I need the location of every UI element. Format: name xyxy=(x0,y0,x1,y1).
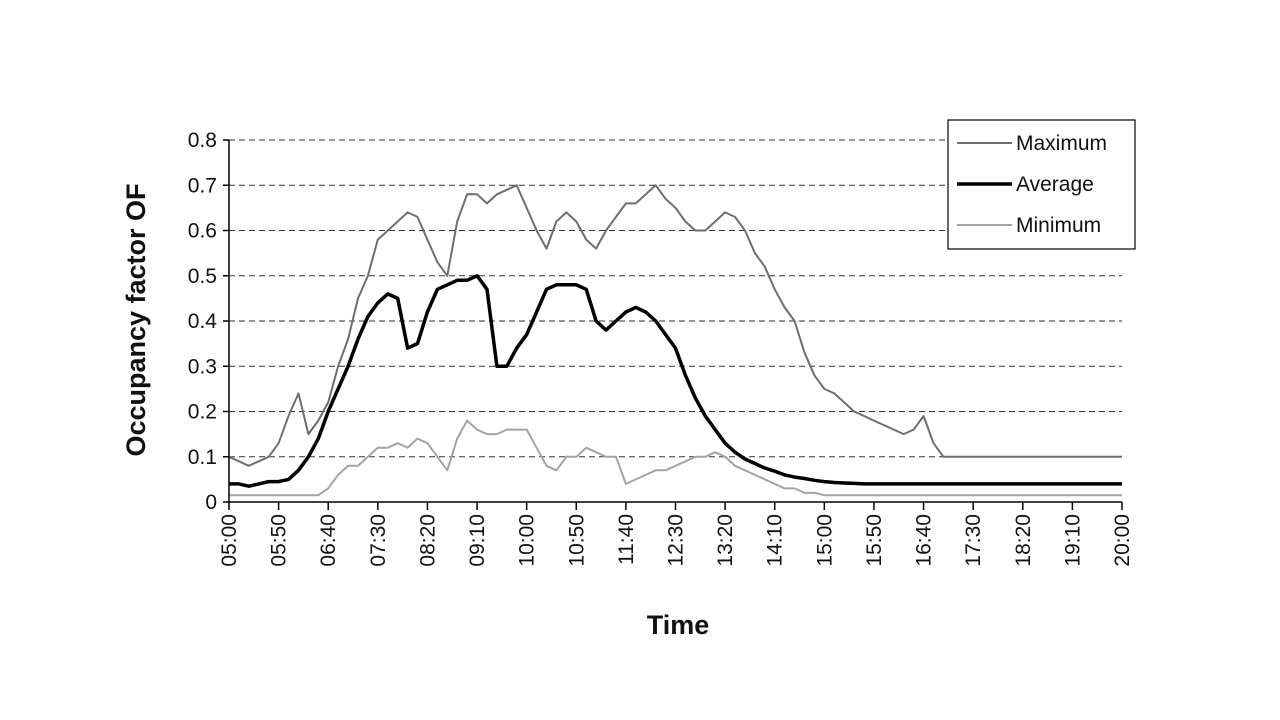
axes xyxy=(223,139,1123,510)
y-tick-label: 0 xyxy=(205,491,217,514)
y-tick-label: 0.1 xyxy=(188,446,217,469)
x-tick-label: 08:20 xyxy=(416,514,439,567)
x-tick-label: 18:20 xyxy=(1012,514,1035,567)
series-line-minimum xyxy=(229,419,1122,497)
legend-label-maximum: Maximum xyxy=(1016,132,1107,155)
x-tick-label: 09:10 xyxy=(466,514,489,567)
legend-label-average: Average xyxy=(1016,173,1094,196)
legend: Maximum Average Minimum xyxy=(947,119,1136,250)
x-tick-label: 10:50 xyxy=(565,514,588,567)
y-tick-label: 0.4 xyxy=(188,310,218,333)
y-tick-label: 0.2 xyxy=(188,401,217,424)
y-tick-label: 0.8 xyxy=(188,129,217,152)
x-tick-label: 15:50 xyxy=(863,514,886,567)
y-tick-label: 0.3 xyxy=(188,355,217,378)
y-tick-labels: 0 0.1 0.2 0.3 0.4 0.5 0.6 0.7 0.8 xyxy=(188,129,218,514)
x-tick-labels: 05:00 05:50 06:40 07:30 08:20 09:10 10:00 10:50… xyxy=(218,514,1134,567)
x-tick-label: 19:10 xyxy=(1061,514,1084,567)
x-axis-title: Time xyxy=(647,610,710,640)
x-tick-label: 14:10 xyxy=(764,514,787,567)
y-tick-label: 0.6 xyxy=(188,220,217,243)
x-tick-label: 17:30 xyxy=(962,514,985,567)
y-tick-label: 0.7 xyxy=(188,174,217,197)
series-lines xyxy=(228,184,1122,497)
x-tick-label: 20:00 xyxy=(1111,514,1134,567)
x-tick-label: 05:00 xyxy=(218,514,241,567)
x-tick-label: 13:20 xyxy=(714,514,737,567)
x-tick-label: 16:40 xyxy=(913,514,936,567)
y-tick-label: 0.5 xyxy=(188,265,217,288)
x-tick-label: 07:30 xyxy=(367,514,390,567)
x-tick-label: 15:00 xyxy=(813,514,836,567)
x-tick-label: 11:40 xyxy=(615,514,638,565)
series-line-average xyxy=(229,274,1122,488)
legend-label-minimum: Minimum xyxy=(1016,214,1101,237)
x-tick-label: 10:00 xyxy=(516,514,539,567)
y-axis-title: Occupancy factor OF xyxy=(121,183,151,456)
x-tick-label: 05:50 xyxy=(268,514,291,567)
series-line-maximum xyxy=(228,184,1122,467)
x-tick-label: 12:30 xyxy=(665,514,688,567)
x-tick-label: 06:40 xyxy=(317,514,340,567)
